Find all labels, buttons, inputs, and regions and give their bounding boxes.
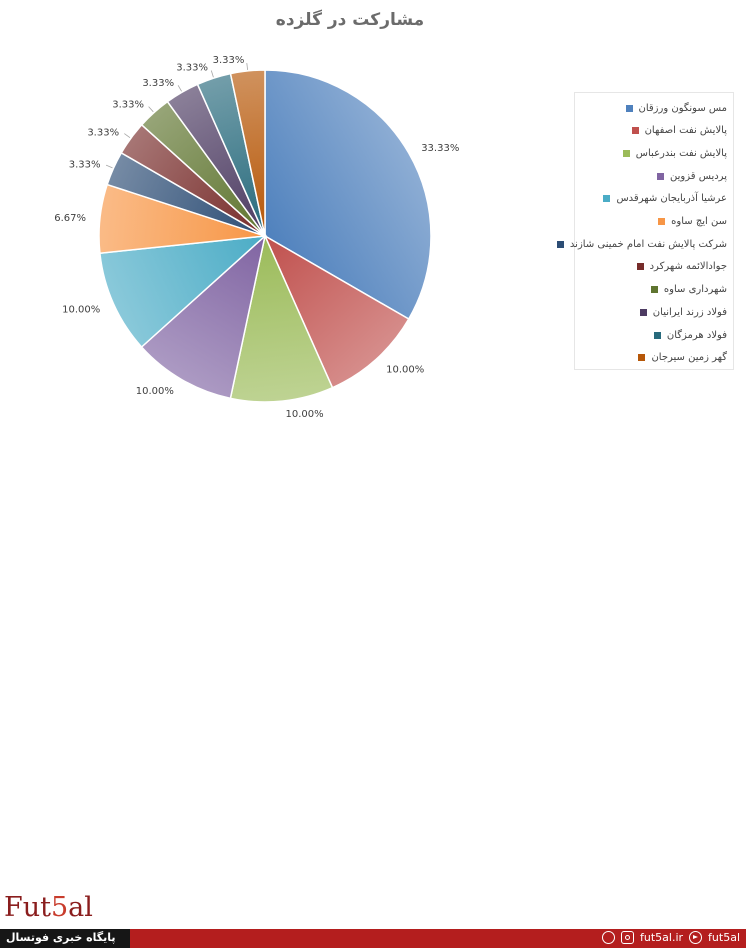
legend-swatch [636,263,644,271]
site-caption: پایگاه خبری فوتسال [6,931,116,944]
pie-slice [263,234,410,389]
legend-swatch [631,127,639,135]
telegram-icon[interactable] [689,931,703,944]
legend-label: شهرداری ساوه [663,284,727,296]
legend-label: گهر زمین سیرجان [651,352,727,364]
legend-swatch [639,308,647,316]
data-label: 3.33% [213,55,245,66]
chart-title: مشارکت در گلزده [275,10,425,30]
legend-label: سن ایچ ساوه [671,216,727,227]
legend-swatch [650,286,658,294]
legend-item: فولاد هرمزگان [653,326,727,344]
data-label: 3.33% [87,127,119,138]
legend-label: شرکت پالایش نفت امام خمینی شازند [569,238,727,250]
legend-item: پالایش نفت اصفهان [631,122,727,140]
leader-line [124,133,131,139]
legend-swatch [625,104,633,112]
pie-slice [264,69,432,321]
legend-swatch [638,354,646,362]
legend-swatch [556,240,564,248]
leader-line [246,62,248,70]
pie-slice [99,235,268,349]
globe-icon[interactable] [602,931,616,944]
legend-item: پردیس قزوین [657,167,727,185]
legend-label: عرشیا آذربایجان شهرقدس [616,193,727,205]
leader-line [105,164,113,169]
leader-line [210,70,214,78]
legend: مس سونگون ورزقان پالایش نفت اصفهان پالایش … [556,92,734,370]
social-links: fut5al.ir fut5al [602,931,740,944]
brand-logo: Fut5al [4,892,93,923]
legend-label: فولاد زرند ایرانیان [652,306,727,318]
pie-slice [140,233,267,400]
data-label: 10.00% [386,364,424,375]
instagram-icon[interactable] [621,931,635,944]
site-url[interactable]: fut5al.ir [640,931,684,944]
legend-label: پالایش نفت اصفهان [644,125,727,137]
data-label: 3.33% [176,63,208,74]
data-label: 3.33% [69,160,101,171]
legend-item: مس سونگون ورزقان [625,99,727,117]
legend-item: فولاد زرند ایرانیان [639,303,727,321]
data-label: 3.33% [112,100,144,111]
data-label: 10.00% [136,386,174,397]
legend-swatch [622,149,630,157]
telegram-handle[interactable]: fut5al [708,931,740,944]
pie-chart: 33.33% 10.00% 10.00% 10.00% 10.00% 6.67% 3.33%… [54,55,459,420]
legend-item: شرکت پالایش نفت امام خمینی شازند [556,235,727,253]
legend-item: شهرداری ساوه [650,281,727,299]
data-label: 3.33% [142,78,174,89]
legend-item: جوادالائمه شهرکرد [636,258,727,276]
data-label: 10.00% [286,409,324,420]
legend-label: مس سونگون ورزقان [638,102,727,114]
chart-panel: مشارکت در گلزده 33.33% 10.00% 10.00% 10.00%… [0,0,746,433]
pie-slice [229,233,334,403]
pie-slice [229,69,266,237]
legend-label: فولاد هرمزگان [666,329,727,341]
legend-swatch [653,331,661,339]
legend-label: پالایش نفت بندرعباس [635,147,727,159]
data-label: 10.00% [62,304,100,315]
leader-line [148,106,154,113]
legend-swatch [658,218,666,225]
data-label: 33.33% [421,143,459,154]
legend-item: عرشیا آذربایجان شهرقدس [603,190,727,208]
leader-line [177,85,182,92]
legend-swatch [603,195,611,203]
legend-item: سن ایچ ساوه [658,213,727,231]
data-label: 6.67% [54,213,86,224]
legend-swatch [657,172,664,180]
footer: Fut5al پایگاه خبری فوتسال fut5al.ir fut5… [0,432,746,948]
legend-label: پردیس قزوین [670,170,727,182]
legend-item: گهر زمین سیرجان [638,349,727,367]
legend-label: جوادالائمه شهرکرد [649,261,727,273]
legend-item: پالایش نفت بندرعباس [622,144,727,162]
